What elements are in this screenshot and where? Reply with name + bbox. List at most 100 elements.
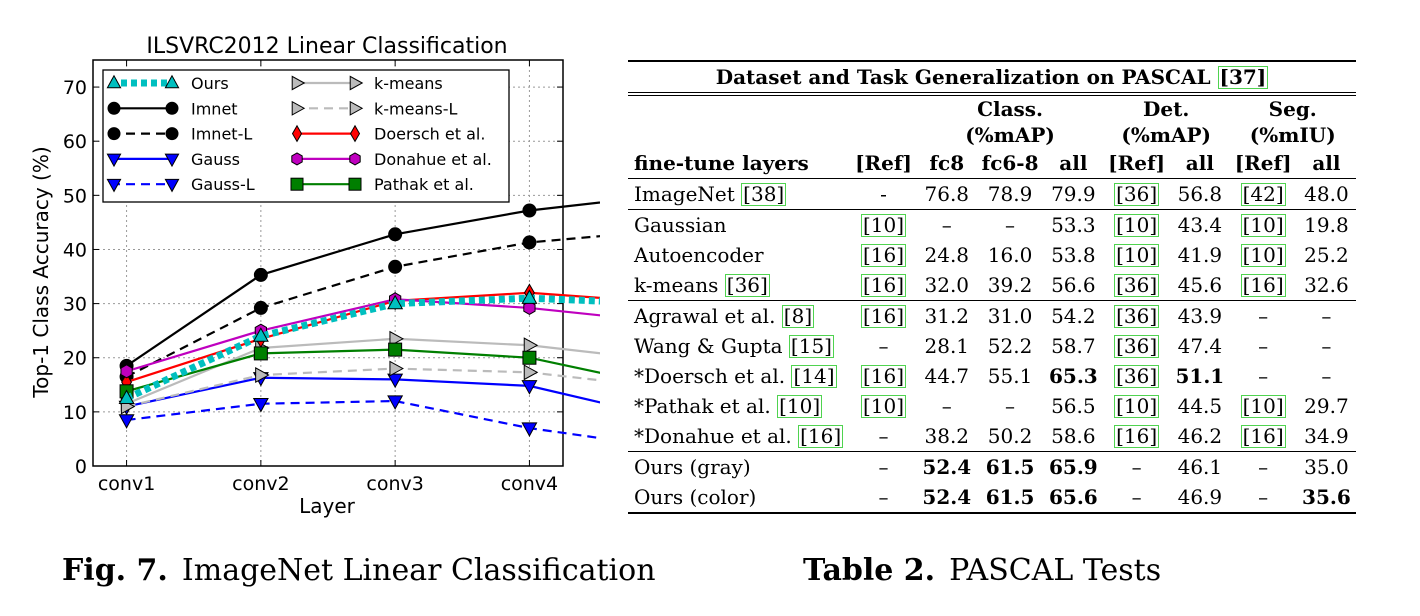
- cell-fc8: 32.0: [917, 270, 976, 301]
- cell-fc6-8-value: –: [1005, 394, 1016, 418]
- method-citation-link[interactable]: [10]: [777, 394, 823, 418]
- cell-fc6-8-value: 55.1: [987, 364, 1033, 388]
- citation-link[interactable]: [10]: [1240, 243, 1286, 267]
- citation-link[interactable]: [16]: [1240, 273, 1286, 297]
- cell-ref: [16]: [850, 270, 917, 301]
- citation-link[interactable]: [10]: [1114, 243, 1160, 267]
- cell-ref: –: [849, 451, 918, 482]
- citation-link[interactable]: [10]: [1240, 394, 1286, 418]
- cell-class-all-value: 56.5: [1051, 394, 1096, 418]
- cell-fc8-value: 76.8: [924, 182, 970, 206]
- data-point: [252, 398, 269, 413]
- method-citation-link[interactable]: [38]: [741, 182, 787, 206]
- group-det-unit: (%mAP): [1121, 123, 1212, 147]
- data-point: [521, 422, 538, 437]
- group-seg: Seg. (%mIU): [1229, 94, 1356, 148]
- col-header-ref: [Ref]: [849, 148, 918, 179]
- cell-det-all-value: 43.4: [1177, 213, 1223, 237]
- group-class: Class. (%mAP): [917, 94, 1103, 148]
- citation-link[interactable]: [42]: [1240, 182, 1286, 206]
- cell-fc8-value: –: [941, 213, 952, 237]
- citation-link[interactable]: [36]: [1114, 334, 1160, 358]
- y-tick-label: 30: [63, 294, 87, 316]
- cell-ref: [16]: [850, 240, 917, 270]
- method-citation-link[interactable]: [8]: [781, 304, 815, 328]
- data-point: [523, 300, 536, 316]
- citation-link[interactable]: [16]: [1240, 424, 1286, 448]
- cell-fc6-8: 31.0: [976, 300, 1044, 331]
- results-table: Dataset and Task Generalization on PASCA…: [628, 60, 1356, 514]
- cell-fc8: 38.2: [917, 421, 976, 452]
- cell-fc8-value: 24.8: [924, 243, 970, 267]
- method-name: *Donahue et al.: [634, 424, 799, 448]
- cell-fc6-8: 16.0: [976, 240, 1043, 270]
- cell-det-all-value: 56.8: [1177, 182, 1223, 206]
- legend-item: Doersch et al.: [291, 125, 485, 144]
- method-citation-link[interactable]: [15]: [788, 334, 834, 358]
- cell-ref-value: -: [880, 182, 887, 206]
- cell-fc8-value: 44.7: [924, 364, 970, 388]
- cell-fc8-value: 52.4: [922, 485, 972, 509]
- citation-link[interactable]: [36]: [1114, 182, 1160, 206]
- cell-class-all-value: 53.3: [1051, 213, 1096, 237]
- series-ours: [118, 289, 600, 405]
- cell-seg-all-value: –: [1321, 364, 1332, 388]
- cell-method: *Donahue et al. [16]: [628, 421, 850, 452]
- cell-ref-value: –: [878, 334, 889, 358]
- data-point: [388, 259, 403, 274]
- table-title-citation[interactable]: [37]: [1217, 65, 1269, 89]
- data-point: [522, 350, 537, 365]
- table-row: Ours (gray) – 52.4 61.5 65.9 – 46.1 – 35.0: [628, 451, 1356, 482]
- cell-det-all: 47.4: [1170, 331, 1229, 361]
- cell-fc8: 28.1: [917, 331, 976, 361]
- cell-seg-all: –: [1297, 361, 1356, 391]
- x-axis-label: Layer: [299, 494, 356, 518]
- data-point: [291, 100, 306, 116]
- citation-link[interactable]: [10]: [860, 394, 907, 418]
- cell-fc6-8: –: [976, 209, 1044, 240]
- method-citation-link[interactable]: [36]: [724, 273, 770, 297]
- table-body: ImageNet [38] - 76.8 78.9 79.9 [36] 56.8 [42] 48…: [628, 179, 1356, 514]
- citation-link[interactable]: [36]: [1114, 304, 1160, 328]
- citation-link[interactable]: [16]: [860, 304, 907, 328]
- col-header-method: fine-tune layers: [628, 148, 850, 179]
- method-citation-link[interactable]: [14]: [791, 364, 837, 388]
- y-tick-label: 0: [75, 456, 87, 478]
- citation-link[interactable]: [10]: [1114, 213, 1160, 237]
- citation-link[interactable]: [16]: [860, 243, 907, 267]
- cell-seg-ref-value: –: [1258, 304, 1269, 328]
- cell-det-ref: –: [1102, 451, 1171, 482]
- cell-seg-ref-value: –: [1258, 364, 1269, 388]
- citation-link[interactable]: [36]: [1114, 273, 1160, 297]
- cell-fc6-8-value: 61.5: [985, 455, 1035, 479]
- data-point: [106, 178, 122, 193]
- method-citation-link[interactable]: [16]: [798, 424, 844, 448]
- citation-link[interactable]: [10]: [860, 213, 907, 237]
- cell-det-ref: [36]: [1102, 300, 1171, 331]
- cell-fc6-8-value: 16.0: [987, 243, 1033, 267]
- series-gauss-l: [118, 395, 600, 440]
- y-axis-label: Top-1 Class Accuracy (%): [29, 146, 53, 398]
- citation-link[interactable]: [10]: [1114, 394, 1160, 418]
- cell-det-all: 45.6: [1170, 270, 1229, 301]
- legend-label: Imnet: [191, 99, 238, 118]
- data-point: [253, 300, 268, 315]
- cell-det-all: 46.9: [1170, 482, 1230, 514]
- line-chart: ILSVRC2012 Linear Classification 0 10 20 30…: [29, 34, 600, 518]
- citation-link[interactable]: [16]: [860, 273, 907, 297]
- cell-method: Autoencoder: [628, 240, 850, 270]
- citation-link[interactable]: [10]: [1240, 213, 1286, 237]
- cell-fc8-value: 52.4: [922, 455, 972, 479]
- citation-link[interactable]: [16]: [860, 364, 907, 388]
- cell-fc8: 24.8: [917, 240, 976, 270]
- citation-link[interactable]: [36]: [1114, 364, 1160, 388]
- cell-class-all-value: 53.8: [1051, 243, 1096, 267]
- cell-class-all: 65.9: [1043, 451, 1103, 482]
- cell-ref-value: –: [878, 485, 889, 509]
- citation-link[interactable]: [16]: [1114, 424, 1160, 448]
- cell-det-all: 41.9: [1170, 240, 1229, 270]
- table-row: *Donahue et al. [16] – 38.2 50.2 58.6 [16] 46.…: [628, 421, 1356, 452]
- data-point: [291, 75, 306, 91]
- cell-seg-ref-value: –: [1258, 485, 1269, 509]
- cell-seg-ref: [10]: [1229, 240, 1296, 270]
